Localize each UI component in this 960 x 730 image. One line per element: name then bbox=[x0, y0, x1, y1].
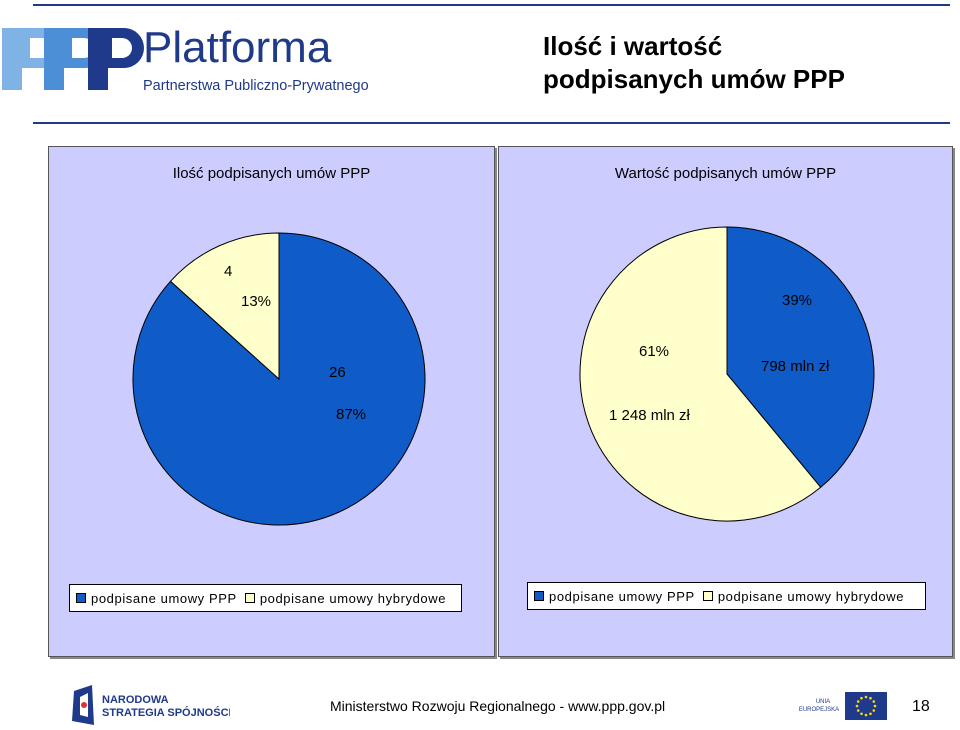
nss-line2: STRATEGIA SPÓJNOŚCI bbox=[102, 706, 230, 719]
eu-line2: EUROPEJSKA bbox=[799, 707, 839, 713]
platforma-ppp-logo: Platforma Partnerstwa Publiczno-Prywatne… bbox=[2, 23, 369, 94]
value-pie bbox=[579, 226, 875, 522]
ppp-value-label: 26 bbox=[329, 364, 346, 381]
legend-label-ppp: podpisane umowy PPP bbox=[549, 588, 695, 604]
legend-label-hybrid: podpisane umowy hybrydowe bbox=[717, 588, 905, 604]
eu-star bbox=[873, 704, 877, 708]
eu-star bbox=[869, 696, 872, 700]
ppp-mark-icon bbox=[2, 28, 144, 90]
eu-star bbox=[872, 709, 876, 712]
pie-slice-hybrid bbox=[579, 226, 822, 522]
count-pie bbox=[132, 232, 426, 526]
ministry-footer: Ministerstwo Rozwoju Regionalnego - www.… bbox=[330, 698, 666, 714]
eu-line1: UNIA bbox=[816, 699, 830, 705]
nss-line1: NARODOWA bbox=[102, 694, 169, 706]
eu-star bbox=[872, 700, 876, 703]
eu-star bbox=[860, 712, 863, 716]
hybrid-value-label: 4 bbox=[224, 263, 233, 280]
hybrid-percent-label: 13% bbox=[241, 293, 272, 310]
value-chart-panel: Wartość podpisanych umów PPP 39% 798 mln… bbox=[498, 146, 953, 657]
legend-item-hybrid: podpisane umowy hybrydowe bbox=[244, 590, 447, 606]
legend-label-ppp: podpisane umowy PPP bbox=[91, 590, 237, 606]
ppp-percent-label: 87% bbox=[336, 406, 367, 423]
slide-title-line1: Ilość i wartość bbox=[543, 31, 723, 61]
top-rule bbox=[33, 4, 950, 6]
eu-star bbox=[856, 709, 860, 712]
nss-emblem-icon bbox=[72, 685, 94, 725]
legend-swatch-blue bbox=[534, 591, 544, 601]
eu-star bbox=[864, 713, 868, 717]
eu-star bbox=[855, 704, 859, 708]
legend-swatch-cream bbox=[702, 591, 713, 601]
value-chart-title: Wartość podpisanych umów PPP bbox=[614, 165, 837, 182]
pie-slice-ppp bbox=[726, 226, 875, 488]
ppp-value-label: 798 mln zł bbox=[761, 358, 830, 375]
legend-item-ppp: podpisane umowy PPP bbox=[76, 591, 237, 606]
legend-label-hybrid: podpisane umowy hybrydowe bbox=[259, 590, 447, 606]
eu-star bbox=[860, 696, 863, 700]
count-chart-legend: podpisane umowy PPP podpisane umowy hybr… bbox=[69, 584, 462, 612]
ppp-percent-label: 39% bbox=[782, 292, 813, 309]
logo-main-text: Platforma bbox=[143, 23, 332, 72]
eu-logo: UNIA EUROPEJSKA bbox=[799, 692, 887, 720]
count-chart-title: Ilość podpisanych umów PPP bbox=[172, 165, 371, 182]
legend-item-hybrid: podpisane umowy hybrydowe bbox=[702, 588, 905, 604]
hybrid-value-label: 1 248 mln zł bbox=[609, 407, 690, 424]
narodowa-strategia-logo: NARODOWA STRATEGIA SPÓJNOŚCI bbox=[72, 685, 230, 725]
logo-sub-text: Partnerstwa Publiczno-Prywatnego bbox=[143, 78, 369, 94]
value-chart-legend: podpisane umowy PPP podpisane umowy hybr… bbox=[527, 582, 926, 610]
slide-title: Ilość i wartość podpisanych umów PPP bbox=[543, 30, 943, 96]
eu-star bbox=[869, 712, 872, 716]
legend-swatch-blue bbox=[76, 593, 86, 603]
legend-item-ppp: podpisane umowy PPP bbox=[534, 589, 695, 604]
page-number: 18 bbox=[912, 698, 930, 715]
eu-star bbox=[864, 695, 868, 699]
slide-title-line2: podpisanych umów PPP bbox=[543, 64, 845, 94]
header-rule bbox=[33, 122, 950, 124]
pie-slice-hybrid bbox=[169, 232, 280, 381]
count-chart-panel: Ilość podpisanych umów PPP 4 13% 26 87% … bbox=[48, 146, 495, 657]
hybrid-percent-label: 61% bbox=[639, 343, 670, 360]
legend-swatch-cream bbox=[244, 593, 255, 603]
eu-star bbox=[856, 700, 860, 703]
